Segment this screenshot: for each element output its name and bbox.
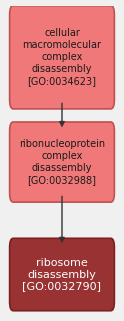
Text: cellular
macromolecular
complex
disassembly
[GO:0034623]: cellular macromolecular complex disassem… (22, 28, 102, 86)
FancyBboxPatch shape (10, 122, 114, 202)
Text: ribosome
disassembly
[GO:0032790]: ribosome disassembly [GO:0032790] (22, 257, 102, 291)
Text: ribonucleoprotein
complex
disassembly
[GO:0032988]: ribonucleoprotein complex disassembly [G… (19, 139, 105, 185)
FancyBboxPatch shape (10, 238, 114, 311)
FancyBboxPatch shape (10, 6, 114, 109)
